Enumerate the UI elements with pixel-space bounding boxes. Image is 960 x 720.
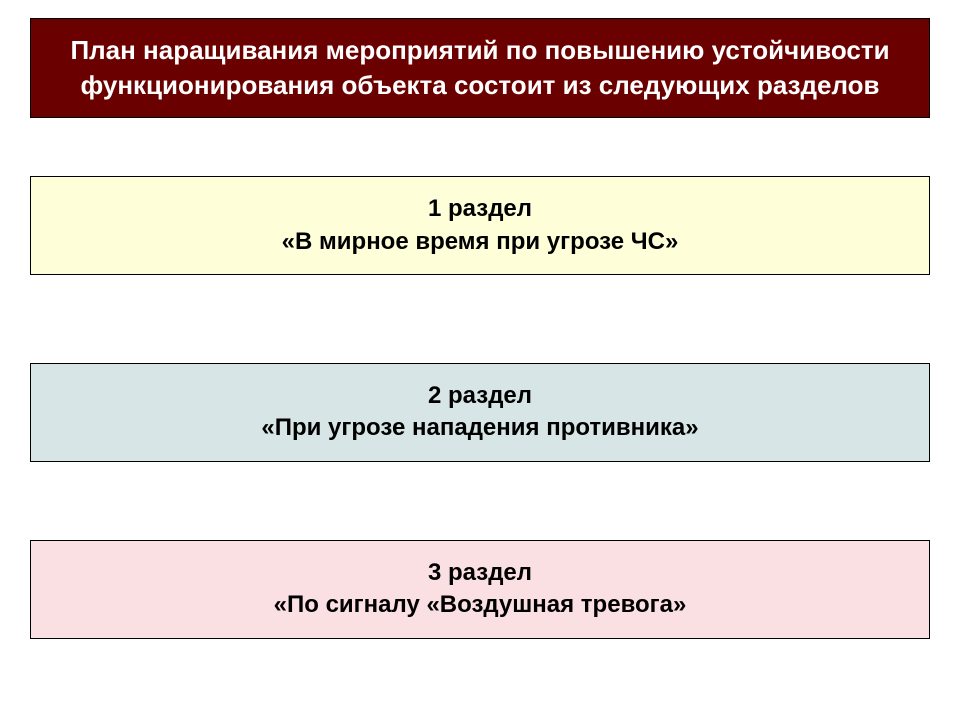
section-2-title: 2 раздел (51, 380, 909, 412)
section-1-subtitle: «В мирное время при угрозе ЧС» (51, 226, 909, 258)
section-box-2: 2 раздел «При угрозе нападения противник… (30, 363, 930, 462)
section-1-title: 1 раздел (51, 193, 909, 225)
section-box-3: 3 раздел «По сигналу «Воздушная тревога» (30, 540, 930, 639)
header-box: План наращивания мероприятий по повышени… (30, 18, 930, 118)
section-box-1: 1 раздел «В мирное время при угрозе ЧС» (30, 176, 930, 275)
section-3-title: 3 раздел (51, 557, 909, 589)
section-3-subtitle: «По сигналу «Воздушная тревога» (51, 589, 909, 621)
section-2-subtitle: «При угрозе нападения противника» (51, 412, 909, 444)
header-text: План наращивания мероприятий по повышени… (70, 35, 889, 100)
